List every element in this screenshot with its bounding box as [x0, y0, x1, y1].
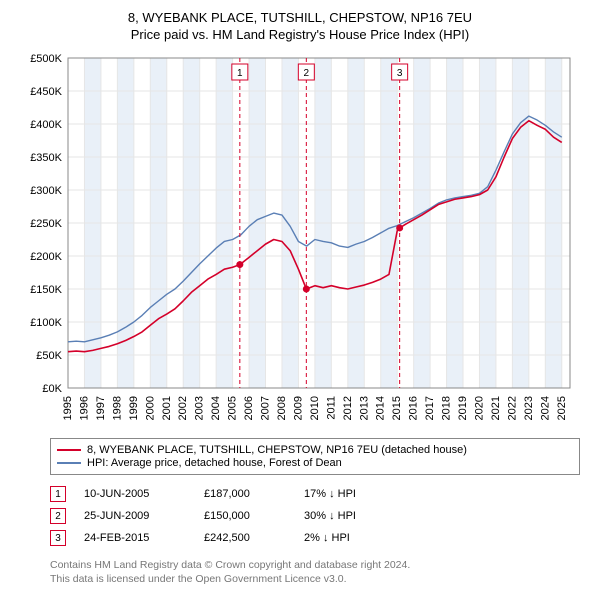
legend-row: 8, WYEBANK PLACE, TUTSHILL, CHEPSTOW, NP…: [57, 444, 573, 456]
transaction-hpi-delta: 2% ↓ HPI: [304, 532, 424, 544]
svg-text:2021: 2021: [490, 396, 502, 420]
legend-label: HPI: Average price, detached house, Fore…: [87, 457, 342, 469]
legend-swatch: [57, 449, 81, 451]
transaction-marker-box: 2: [50, 508, 66, 524]
svg-text:1995: 1995: [62, 396, 74, 420]
svg-text:2002: 2002: [177, 396, 189, 420]
transaction-date: 10-JUN-2005: [84, 488, 204, 500]
svg-text:2003: 2003: [194, 396, 206, 420]
svg-text:2010: 2010: [309, 396, 321, 420]
svg-text:£150K: £150K: [30, 284, 62, 296]
legend: 8, WYEBANK PLACE, TUTSHILL, CHEPSTOW, NP…: [50, 438, 580, 475]
transaction-row: 3 24-FEB-2015£242,5002% ↓ HPI: [50, 527, 580, 549]
svg-text:£350K: £350K: [30, 152, 62, 164]
svg-text:1996: 1996: [78, 396, 90, 420]
transaction-table: 1 10-JUN-2005£187,00017% ↓ HPI 2 25-JUN-200…: [50, 483, 580, 549]
transaction-hpi-delta: 17% ↓ HPI: [304, 488, 424, 500]
transaction-hpi-delta: 30% ↓ HPI: [304, 510, 424, 522]
transaction-date: 25-JUN-2009: [84, 510, 204, 522]
svg-text:2023: 2023: [523, 396, 535, 420]
svg-text:£500K: £500K: [30, 53, 62, 65]
chart-title: 8, WYEBANK PLACE, TUTSHILL, CHEPSTOW, NP…: [10, 10, 590, 42]
svg-text:2020: 2020: [473, 396, 485, 420]
legend-row: HPI: Average price, detached house, Fore…: [57, 457, 573, 469]
chart-area: £0K £50K £100K £150K £200K £250K £300K £350K £40…: [20, 50, 580, 430]
title-line-1: 8, WYEBANK PLACE, TUTSHILL, CHEPSTOW, NP…: [10, 10, 590, 25]
svg-text:2012: 2012: [342, 396, 354, 420]
footer-line-2: This data is licensed under the Open Gov…: [50, 573, 580, 587]
svg-text:2005: 2005: [227, 396, 239, 420]
transaction-date: 24-FEB-2015: [84, 532, 204, 544]
svg-text:2: 2: [304, 68, 310, 79]
svg-text:£450K: £450K: [30, 86, 62, 98]
transaction-price: £187,000: [204, 488, 304, 500]
svg-text:£0K: £0K: [42, 383, 62, 395]
svg-text:2017: 2017: [424, 396, 436, 420]
svg-text:2008: 2008: [276, 396, 288, 420]
svg-text:3: 3: [397, 68, 403, 79]
svg-text:1997: 1997: [95, 396, 107, 420]
svg-text:2006: 2006: [243, 396, 255, 420]
footer-line-1: Contains HM Land Registry data © Crown c…: [50, 559, 580, 573]
svg-text:2011: 2011: [325, 396, 337, 420]
transaction-row: 2 25-JUN-2009£150,00030% ↓ HPI: [50, 505, 580, 527]
svg-text:2022: 2022: [506, 396, 518, 420]
svg-text:2007: 2007: [260, 396, 272, 420]
svg-text:2019: 2019: [457, 396, 469, 420]
svg-text:2014: 2014: [375, 396, 387, 420]
transaction-marker-box: 3: [50, 530, 66, 546]
svg-text:1998: 1998: [111, 396, 123, 420]
svg-text:1: 1: [237, 68, 243, 79]
transaction-price: £150,000: [204, 510, 304, 522]
svg-text:1999: 1999: [128, 396, 140, 420]
transaction-price: £242,500: [204, 532, 304, 544]
svg-text:2009: 2009: [292, 396, 304, 420]
svg-text:£250K: £250K: [30, 218, 62, 230]
svg-text:2004: 2004: [210, 396, 222, 420]
svg-text:2024: 2024: [539, 396, 551, 420]
footer-attribution: Contains HM Land Registry data © Crown c…: [50, 559, 580, 586]
svg-text:£300K: £300K: [30, 185, 62, 197]
transaction-marker-box: 1: [50, 486, 66, 502]
svg-text:2016: 2016: [408, 396, 420, 420]
svg-text:£50K: £50K: [36, 350, 62, 362]
transaction-row: 1 10-JUN-2005£187,00017% ↓ HPI: [50, 483, 580, 505]
svg-text:2000: 2000: [144, 396, 156, 420]
title-line-2: Price paid vs. HM Land Registry's House …: [10, 27, 590, 42]
svg-text:2015: 2015: [391, 396, 403, 420]
svg-text:£200K: £200K: [30, 251, 62, 263]
line-chart-svg: £0K £50K £100K £150K £200K £250K £300K £350K £40…: [20, 50, 580, 430]
svg-text:£400K: £400K: [30, 119, 62, 131]
svg-text:£100K: £100K: [30, 317, 62, 329]
legend-label: 8, WYEBANK PLACE, TUTSHILL, CHEPSTOW, NP…: [87, 444, 467, 456]
legend-swatch: [57, 462, 81, 464]
svg-text:2018: 2018: [441, 396, 453, 420]
svg-text:2025: 2025: [556, 396, 568, 420]
svg-text:2013: 2013: [358, 396, 370, 420]
svg-text:2001: 2001: [161, 396, 173, 420]
